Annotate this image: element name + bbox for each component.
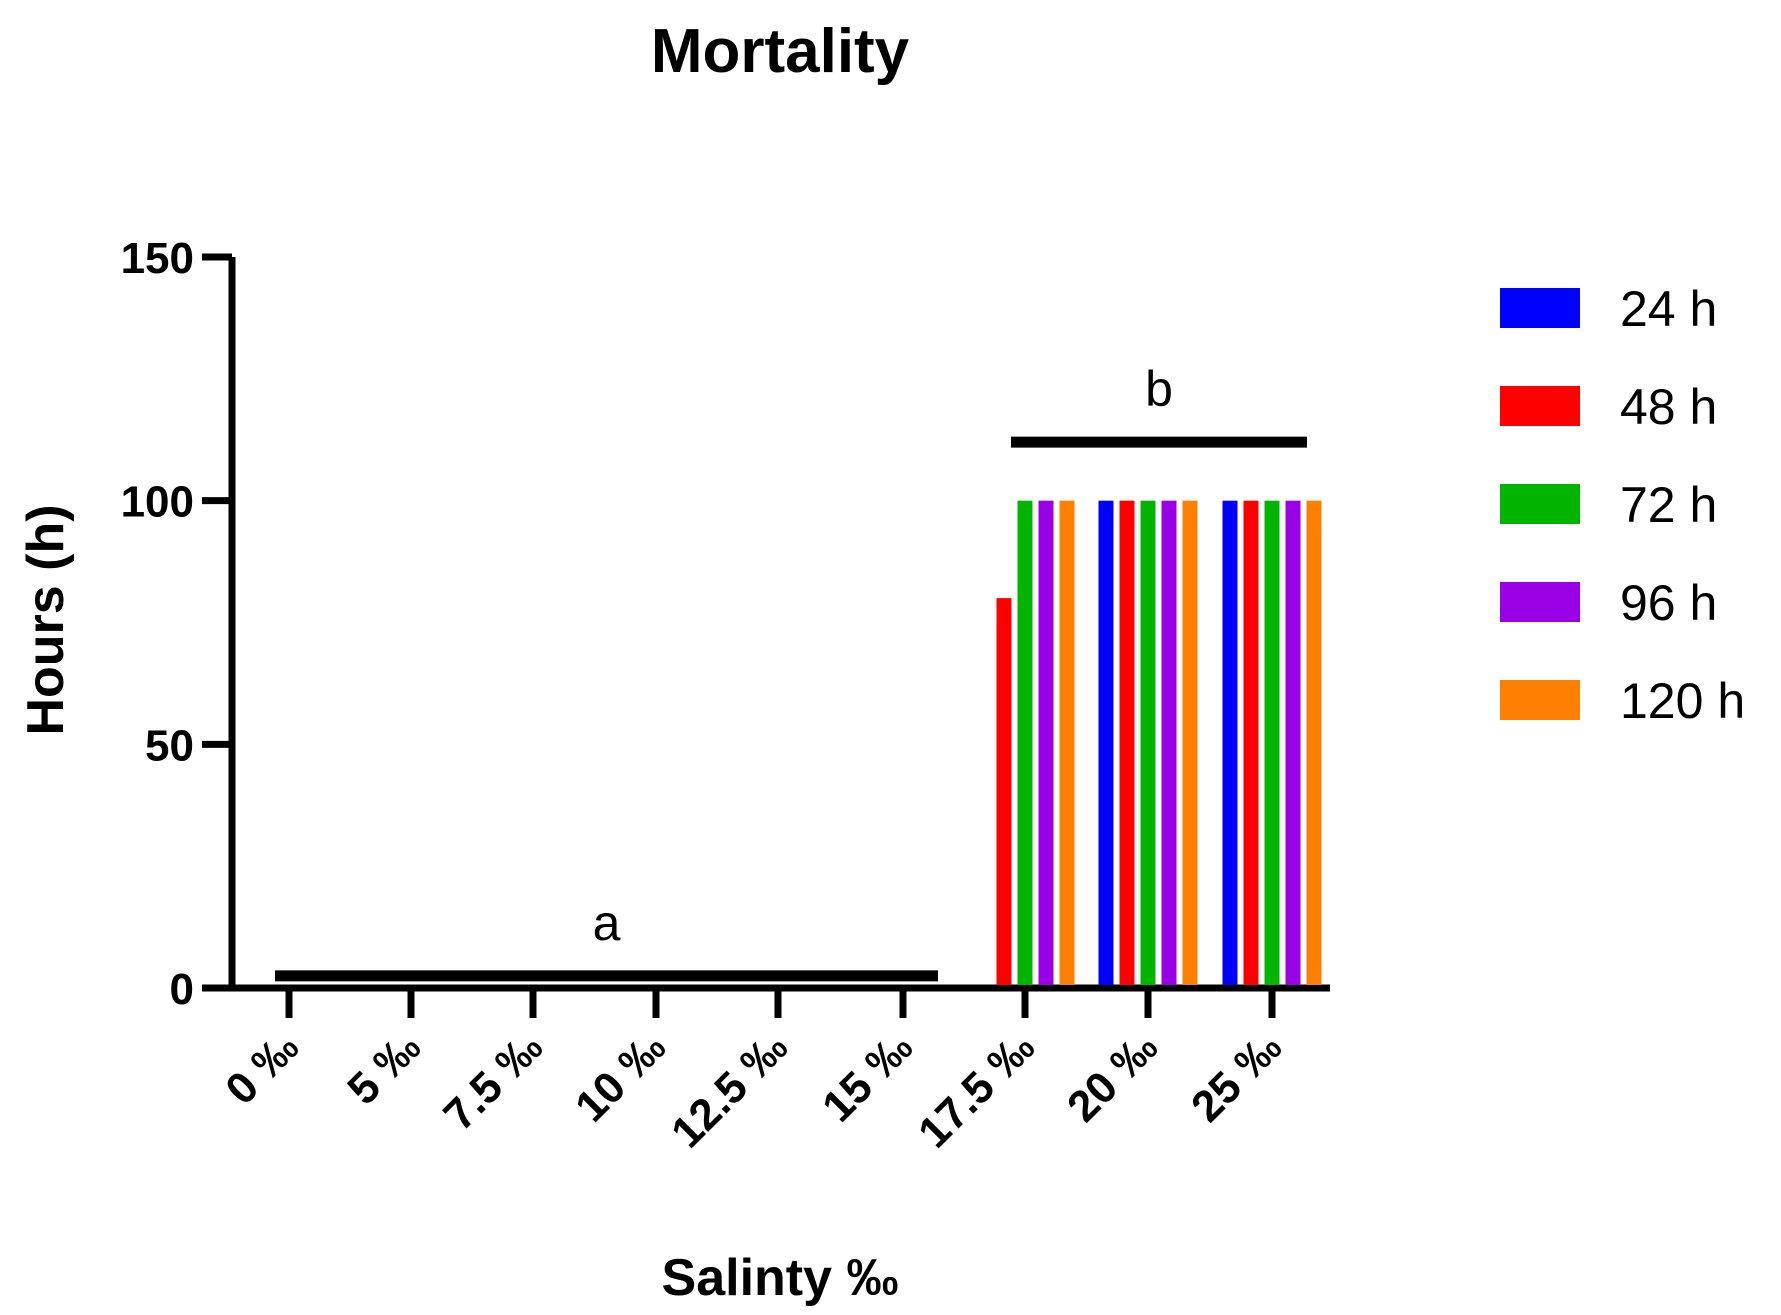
bar — [1222, 500, 1238, 985]
y-axis-label: Hours (h) — [17, 504, 75, 735]
y-tick-label: 50 — [145, 721, 194, 770]
x-tick-label: 10 ‰ — [566, 1022, 675, 1131]
bar — [1017, 500, 1033, 985]
bar — [1285, 500, 1301, 985]
x-tick-label: 0 ‰ — [216, 1022, 308, 1114]
legend-swatch — [1500, 386, 1580, 426]
y-tick-label: 100 — [121, 478, 194, 527]
bar — [1161, 500, 1177, 985]
legend-swatch — [1500, 680, 1580, 720]
x-axis-label: Salinty ‰ — [662, 1249, 899, 1307]
legend-label: 24 h — [1620, 281, 1717, 337]
legend-swatch — [1500, 582, 1580, 622]
legend-label: 120 h — [1620, 673, 1745, 729]
legend-label: 96 h — [1620, 575, 1717, 631]
x-tick-label: 17.5 ‰ — [909, 1022, 1044, 1157]
significance-label: a — [593, 895, 621, 951]
legend-swatch — [1500, 288, 1580, 328]
x-tick-label: 7.5 ‰ — [434, 1022, 552, 1140]
bar — [1243, 500, 1259, 985]
bar — [1038, 500, 1054, 985]
bar — [1306, 500, 1322, 985]
legend-label: 72 h — [1620, 477, 1717, 533]
bar — [1119, 500, 1135, 985]
bar — [1182, 500, 1198, 985]
x-tick-label: 5 ‰ — [338, 1022, 430, 1114]
significance-label: b — [1145, 361, 1173, 417]
legend-label: 48 h — [1620, 379, 1717, 435]
chart-title: Mortality — [651, 17, 910, 86]
bar — [1140, 500, 1156, 985]
plot-area: 0 50 100 150 0 ‰ 5 ‰ 7.5 ‰ 10 ‰12.5 ‰ 15 ‰17.5 ‰… — [121, 234, 1330, 1157]
legend: 24 h 48 h 72 h 96 h 120 h — [1500, 281, 1745, 729]
legend-swatch — [1500, 484, 1580, 524]
bar — [1059, 500, 1075, 985]
bar — [1264, 500, 1280, 985]
y-tick-label: 0 — [170, 965, 194, 1014]
y-tick-label: 150 — [121, 234, 194, 283]
bar — [1098, 500, 1114, 985]
x-tick-label: 20 ‰ — [1058, 1022, 1167, 1131]
x-tick-label: 25 ‰ — [1182, 1022, 1291, 1131]
bar — [996, 598, 1012, 985]
x-tick-label: 12.5 ‰ — [662, 1022, 797, 1157]
x-tick-label: 15 ‰ — [813, 1022, 922, 1131]
